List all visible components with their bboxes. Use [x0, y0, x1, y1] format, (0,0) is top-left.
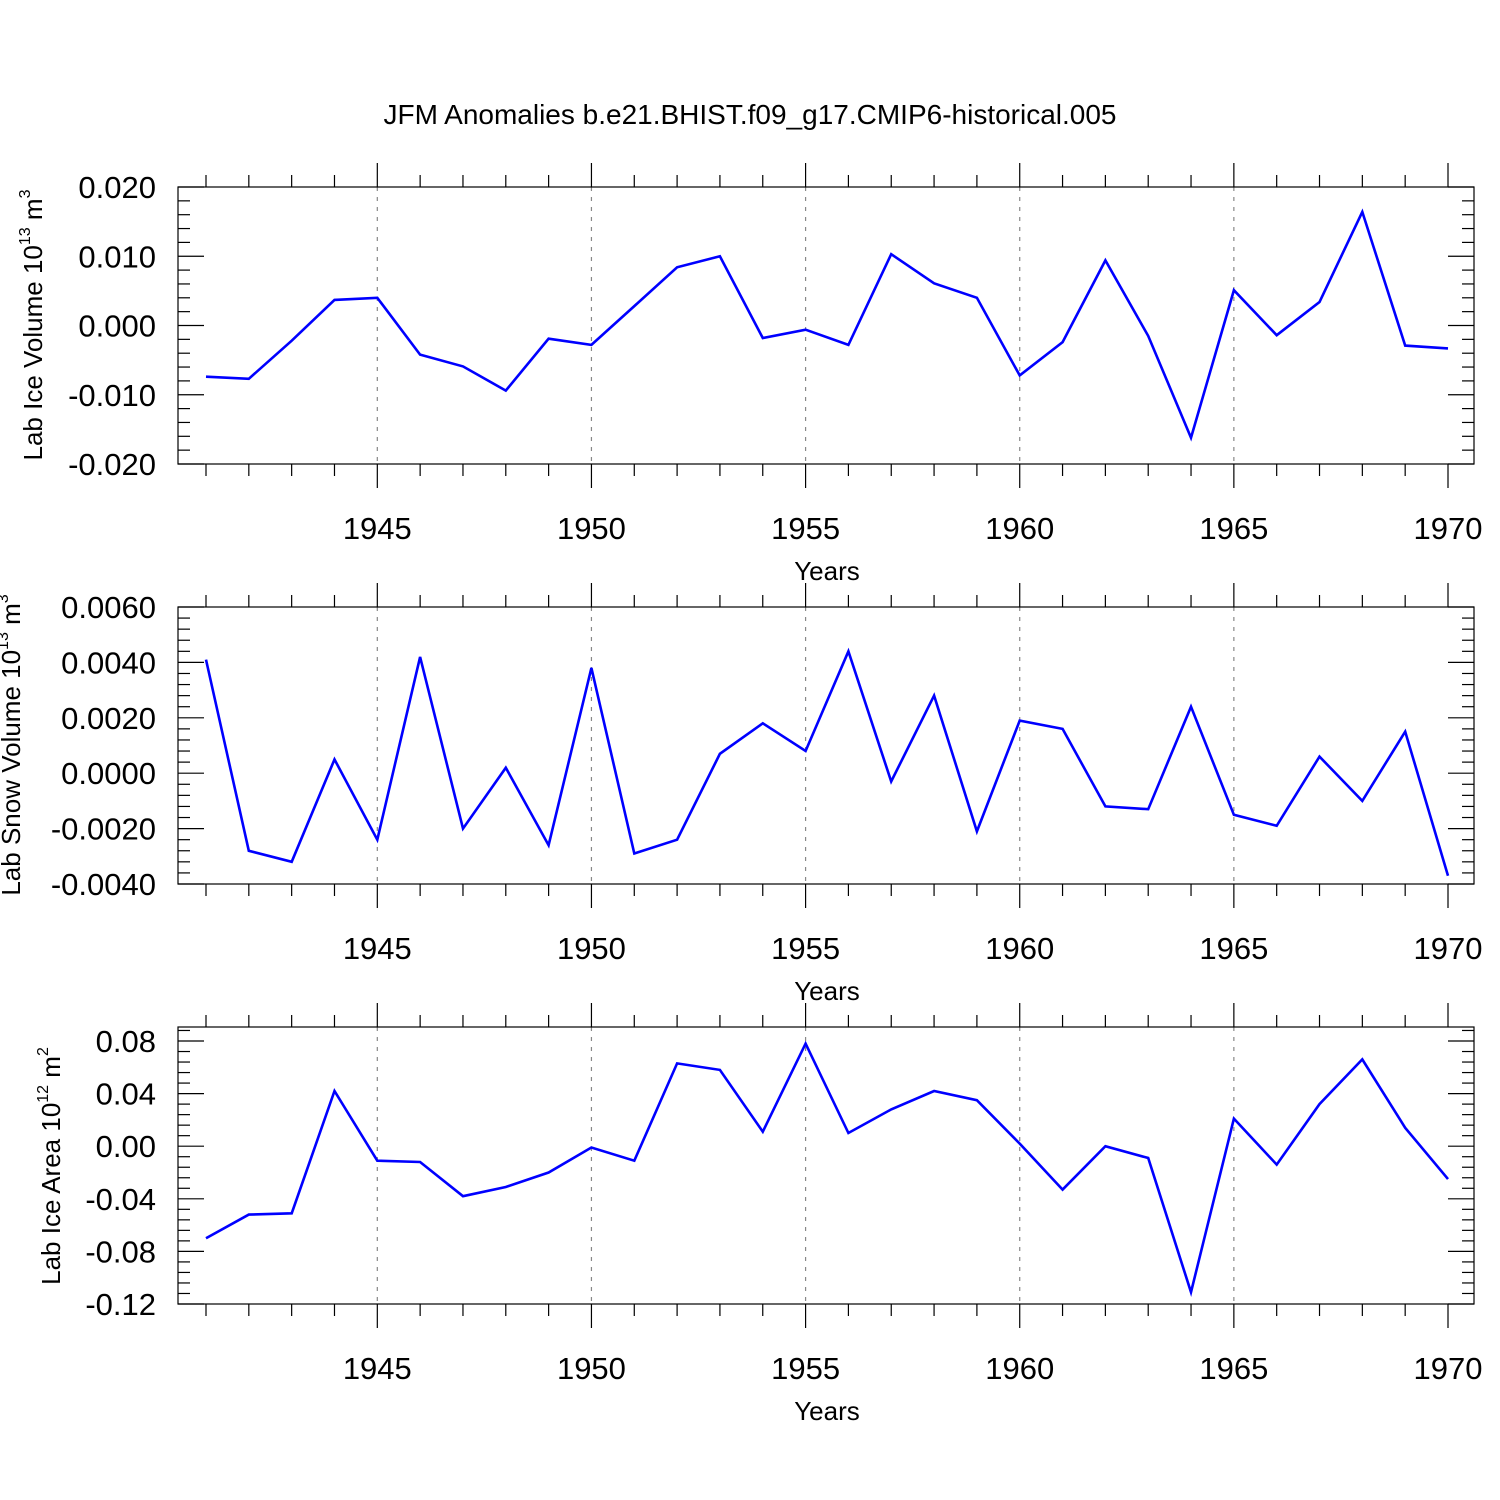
- y-tick-label: -0.0020: [51, 812, 156, 847]
- x-tick-label: 1965: [1199, 931, 1268, 966]
- x-tick-label: 1955: [771, 931, 840, 966]
- y-tick-label: -0.0040: [51, 867, 156, 902]
- y-tick-label: 0.020: [78, 170, 156, 205]
- series-line: [205, 1040, 1449, 1297]
- y-axis-label-unit: m: [18, 198, 48, 227]
- y-tick-label: 0.010: [78, 239, 156, 274]
- plot-frame: [177, 1026, 1475, 1305]
- y-tick-label: -0.12: [85, 1287, 156, 1322]
- plot-frame: [177, 606, 1475, 885]
- panel-3: -0.12 -0.08 -0.04 0.00 0.04 0.08 1945 1950 1955 1…: [35, 1003, 1482, 1426]
- x-tick-label: 1950: [557, 511, 626, 546]
- y-axis-label: Lab Snow Volume 1013 m3: [0, 594, 26, 895]
- y-axis-label-exp: 13: [17, 227, 34, 245]
- y-tick-label: 0.04: [96, 1077, 156, 1112]
- y-axis-label: Lab Ice Volume 1013 m3: [17, 189, 48, 460]
- x-axis-label: Years: [794, 1396, 860, 1426]
- x-tick-label: 1960: [985, 931, 1054, 966]
- y-axis-label-main: Lab Ice Area 10: [36, 1103, 66, 1285]
- y-tick-label: 0.0040: [61, 645, 156, 680]
- x-tick-label: 1960: [985, 511, 1054, 546]
- y-axis-label-exp: 13: [0, 632, 12, 650]
- y-axis-label-main: Lab Ice Volume 10: [18, 245, 48, 460]
- y-tick-label: 0.00: [96, 1129, 156, 1164]
- x-tick-label: 1955: [771, 1351, 840, 1386]
- y-tick-label: 0.0060: [61, 590, 156, 625]
- panel-2: -0.0040 -0.0020 0.0000 0.0020 0.0040 0.0060 19…: [0, 583, 1482, 1006]
- chart-title: JFM Anomalies b.e21.BHIST.f09_g17.CMIP6-…: [383, 99, 1116, 130]
- x-tick-label: 1970: [1414, 511, 1483, 546]
- y-axis-label-exp: 12: [35, 1085, 52, 1103]
- x-tick-label: 1955: [771, 511, 840, 546]
- x-tick-label: 1960: [985, 1351, 1054, 1386]
- x-tick-label: 1945: [343, 1351, 412, 1386]
- x-axis-label: Years: [794, 976, 860, 1006]
- y-axis-label-main: Lab Snow Volume 10: [0, 650, 26, 896]
- x-axis-label: Years: [794, 556, 860, 586]
- plot-frame: [177, 186, 1475, 465]
- y-axis-label-unit: m: [0, 603, 26, 632]
- y-tick-label: 0.08: [96, 1024, 156, 1059]
- x-tick-label: 1965: [1199, 1351, 1268, 1386]
- series-line: [205, 208, 1449, 442]
- x-tick-label: 1970: [1414, 1351, 1483, 1386]
- y-axis-label-unit: m: [36, 1056, 66, 1085]
- y-tick-label: -0.08: [85, 1234, 156, 1269]
- y-axis-label-unit-exp: 3: [0, 594, 12, 603]
- panels: -0.020 -0.010 0.000 0.010 0.020 1945 1950 1955 1…: [0, 163, 1482, 1426]
- x-tick-label: 1950: [557, 1351, 626, 1386]
- y-tick-label: 0.0020: [61, 701, 156, 736]
- x-tick-label: 1945: [343, 511, 412, 546]
- x-tick-label: 1965: [1199, 511, 1268, 546]
- y-tick-label: -0.020: [68, 447, 156, 482]
- x-tick-label: 1950: [557, 931, 626, 966]
- y-axis-label-unit-exp: 3: [17, 189, 34, 198]
- y-tick-label: -0.04: [85, 1182, 156, 1217]
- y-tick-label: 0.000: [78, 309, 156, 344]
- x-tick-label: 1945: [343, 931, 412, 966]
- x-tick-label: 1970: [1414, 931, 1483, 966]
- y-tick-label: -0.010: [68, 378, 156, 413]
- y-axis-label: Lab Ice Area 1012 m2: [35, 1047, 66, 1285]
- y-tick-label: 0.0000: [61, 756, 156, 791]
- panel-1: -0.020 -0.010 0.000 0.010 0.020 1945 1950 1955 1…: [17, 163, 1482, 586]
- series-line: [204, 647, 1450, 877]
- y-axis-label-unit-exp: 2: [35, 1047, 52, 1056]
